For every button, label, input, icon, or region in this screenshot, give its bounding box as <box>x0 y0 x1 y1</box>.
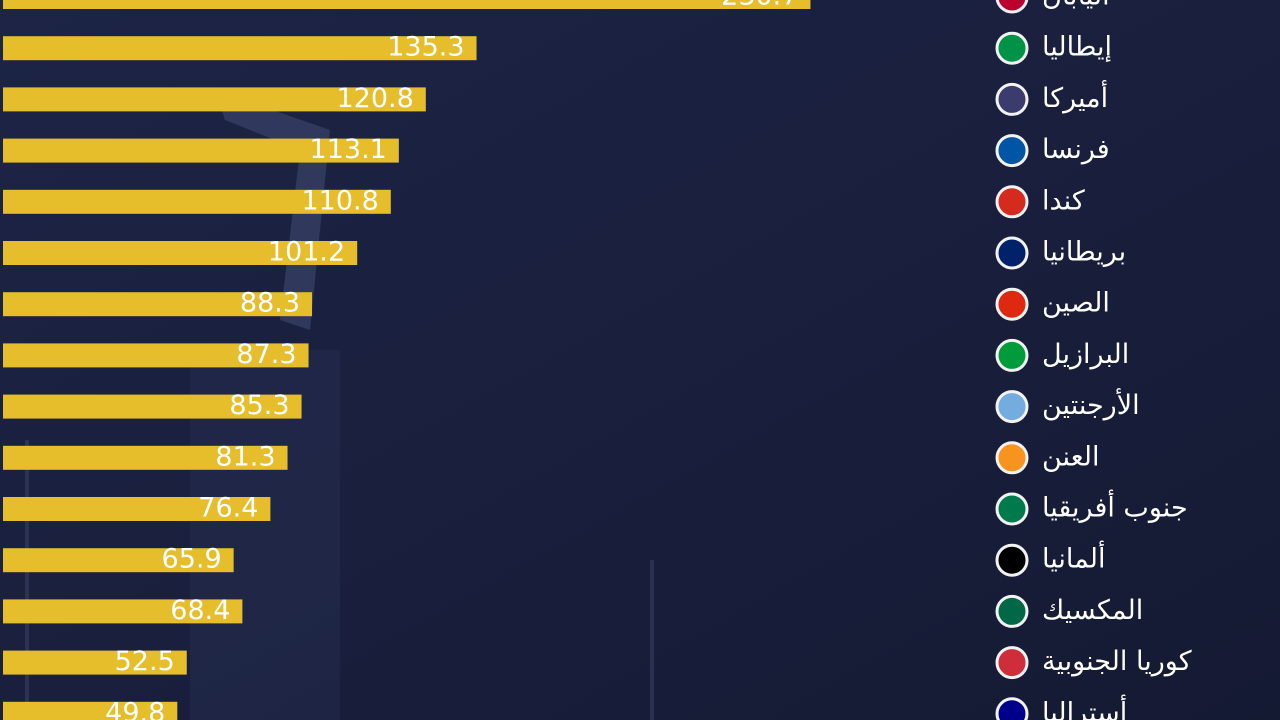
category-label: أستراليا <box>1042 693 1127 720</box>
value-label: 52.5 <box>115 646 175 677</box>
flag <box>995 697 1029 720</box>
bar <box>3 0 811 9</box>
bar <box>3 548 234 573</box>
flag <box>995 31 1029 65</box>
value-label: 85.3 <box>229 390 289 421</box>
category-label: بريطانيا <box>1042 237 1126 268</box>
category-label: اليابان <box>1042 0 1110 12</box>
value-label: 49.8 <box>105 697 165 720</box>
flag <box>995 236 1029 270</box>
value-label: 120.8 <box>337 83 414 114</box>
value-label: 230.7 <box>721 0 798 12</box>
bar <box>3 599 243 624</box>
flag <box>995 134 1029 168</box>
flag <box>995 390 1029 424</box>
bar <box>3 701 178 720</box>
flag <box>995 492 1029 526</box>
category-label: ألمانيا <box>1042 540 1105 575</box>
bar <box>3 189 391 214</box>
value-label: 68.4 <box>170 595 230 626</box>
bar <box>3 394 302 419</box>
value-label: 113.1 <box>310 134 387 165</box>
category-label: المكسيك <box>1042 595 1143 626</box>
value-label: 88.3 <box>240 288 300 319</box>
flag <box>995 82 1029 116</box>
category-label: جنوب أفريقيا <box>1042 489 1188 524</box>
bar <box>3 445 288 470</box>
plot: 230.7 اليابان 135.3 إيطاليا 120.8 أميركا 113.1… <box>3 0 1192 720</box>
value-label: 81.3 <box>215 441 275 472</box>
lamp <box>650 560 654 720</box>
bar <box>3 497 271 521</box>
category-label: الأرجنتين <box>1042 387 1140 421</box>
category-label: البرازيل <box>1042 339 1129 370</box>
category-label: العنن <box>1042 441 1099 472</box>
flag <box>995 441 1029 475</box>
category-label: كوريا الجنوبية <box>1042 646 1192 677</box>
flag <box>995 287 1029 321</box>
lamp <box>25 440 29 720</box>
value-label: 101.2 <box>268 237 345 268</box>
category-label: كندا <box>1042 185 1085 216</box>
flag <box>995 0 1029 14</box>
value-label: 65.9 <box>162 544 222 575</box>
flag <box>995 594 1029 628</box>
bar <box>3 241 358 265</box>
bar <box>3 650 187 675</box>
bar <box>3 36 477 61</box>
flag <box>995 185 1029 219</box>
category-label: أميركا <box>1042 79 1108 114</box>
value-label: 76.4 <box>198 493 258 524</box>
flag <box>995 543 1029 577</box>
flag <box>995 338 1029 372</box>
value-label: 87.3 <box>236 339 296 370</box>
value-label: 135.3 <box>387 32 464 63</box>
value-label: 110.8 <box>302 185 379 216</box>
bar <box>3 87 426 112</box>
category-label: الصين <box>1042 288 1110 319</box>
category-label: إيطاليا <box>1042 32 1112 63</box>
bar <box>3 343 309 368</box>
bar <box>3 292 313 317</box>
flag <box>995 646 1029 680</box>
category-label: فرنسا <box>1042 134 1110 165</box>
bar <box>3 138 399 163</box>
